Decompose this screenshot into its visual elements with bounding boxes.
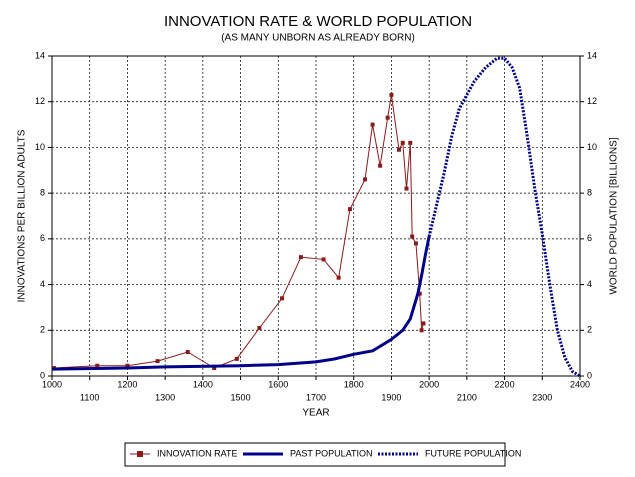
chart-subtitle: (AS MANY UNBORN AS ALREADY BORN): [221, 33, 415, 44]
y-tick-label: 8: [40, 188, 45, 198]
y2-axis-label: WORLD POPULATION [BILLIONS]: [609, 137, 620, 294]
legend-box: [124, 442, 506, 467]
series-marker: [298, 255, 303, 260]
y-tick-label: 6: [40, 233, 45, 243]
series-marker: [363, 177, 368, 182]
y-tick-label: 4: [40, 279, 45, 289]
legend-marker: [137, 451, 143, 457]
series-marker: [234, 356, 239, 361]
series-marker: [347, 207, 352, 212]
x-tick-label: 2100: [457, 392, 477, 402]
series-marker: [385, 115, 390, 120]
series-marker: [419, 328, 424, 333]
y2-tick-label: 2: [587, 325, 592, 335]
x-tick-label: 1900: [381, 392, 401, 402]
y2-tick-label: 6: [587, 233, 592, 243]
x-axis-label: YEAR: [302, 408, 329, 419]
series-marker: [421, 321, 426, 326]
x-tick-label: 2300: [532, 392, 552, 402]
x-tick-label: 2400: [570, 379, 590, 389]
series-marker: [417, 291, 422, 296]
chart-title: INNOVATION RATE & WORLD POPULATION: [164, 13, 472, 30]
x-tick-label: 1100: [80, 392, 99, 402]
x-tick-label: 1800: [344, 379, 364, 389]
y2-tick-label: 14: [587, 50, 597, 60]
x-tick-label: 1200: [117, 379, 137, 389]
legend-label: PAST POPULATION: [290, 448, 373, 458]
legend-label: FUTURE POPULATION: [425, 448, 521, 458]
x-tick-label: 1500: [231, 392, 251, 402]
series-marker: [400, 140, 405, 145]
series-marker: [212, 366, 217, 370]
series-marker: [321, 257, 326, 262]
y-axis-label: INNOVATIONS PER BILLION ADULTS: [17, 129, 28, 302]
series-marker: [410, 234, 415, 239]
series-marker: [404, 186, 409, 191]
series-marker: [336, 275, 341, 280]
series-marker: [408, 140, 413, 145]
y2-tick-label: 0: [587, 370, 592, 380]
y-tick-label: 10: [35, 142, 45, 152]
x-tick-label: 2200: [495, 379, 515, 389]
legend-label: INNOVATION RATE: [157, 448, 238, 458]
series-line: [51, 236, 431, 371]
y2-tick-label: 8: [587, 188, 592, 198]
y2-tick-label: 12: [587, 96, 597, 106]
y-tick-label: 0: [40, 370, 45, 380]
y2-tick-label: 4: [587, 279, 592, 289]
x-tick-label: 2000: [419, 379, 439, 389]
x-tick-label: 1600: [268, 379, 288, 389]
series-marker: [370, 122, 375, 127]
x-tick-label: 1700: [306, 392, 326, 402]
series-marker: [389, 92, 394, 97]
y-tick-label: 12: [35, 96, 45, 106]
series-marker: [280, 296, 285, 301]
y2-tick-label: 10: [587, 142, 597, 152]
series-marker: [155, 359, 160, 364]
series-line: [427, 56, 581, 378]
series-marker: [257, 326, 262, 330]
y-tick-label: 14: [35, 50, 45, 60]
series-marker: [125, 363, 130, 368]
series-marker: [413, 241, 418, 246]
x-tick-label: 1000: [42, 379, 62, 389]
plot-frame: [51, 55, 581, 377]
series-marker: [185, 350, 190, 354]
series-marker: [378, 163, 383, 168]
series-marker: [95, 363, 100, 368]
x-tick-label: 1300: [155, 392, 175, 402]
x-tick-label: 1400: [193, 379, 213, 389]
series-marker: [396, 147, 401, 152]
y-tick-label: 2: [40, 325, 45, 335]
